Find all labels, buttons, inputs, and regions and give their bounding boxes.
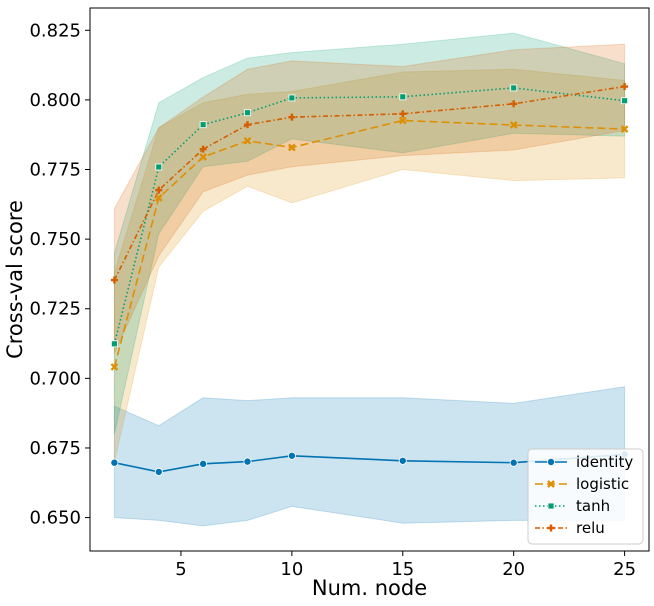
legend-item-logistic: logistic <box>535 475 629 493</box>
legend-label-logistic: logistic <box>576 475 629 493</box>
legend-marker-identity <box>547 457 556 466</box>
point-relu <box>155 186 163 194</box>
line-logistic <box>113 119 625 368</box>
x-axis-ticks: 5 10 15 20 25 <box>175 551 636 580</box>
y-tick-label: 0.800 <box>29 90 81 111</box>
point-logistic <box>509 121 518 129</box>
legend-marker-relu <box>547 524 555 532</box>
point-identity <box>110 458 119 467</box>
point-logistic <box>243 136 252 145</box>
legend-label-identity: identity <box>576 453 633 471</box>
x-tick-label: 5 <box>175 559 186 580</box>
point-identity <box>287 451 296 460</box>
x-tick-label: 25 <box>613 559 636 580</box>
point-identity <box>154 467 163 476</box>
point-relu <box>243 121 251 129</box>
y-tick-label: 0.725 <box>29 299 81 320</box>
point-tanh <box>111 340 118 348</box>
band-logistic <box>113 68 626 463</box>
point-logistic <box>398 116 407 125</box>
x-tick-label: 15 <box>391 559 414 580</box>
y-axis-label: Cross-val score <box>3 200 27 359</box>
legend-marker-logistic <box>547 480 555 488</box>
point-tanh <box>399 93 407 101</box>
point-relu <box>399 110 407 118</box>
point-tanh <box>244 109 251 117</box>
legend-frame <box>527 448 644 545</box>
point-tanh <box>621 97 628 105</box>
plot-frame <box>89 7 650 552</box>
point-relu <box>621 83 629 91</box>
line-identity <box>114 453 625 473</box>
point-logistic <box>199 153 207 161</box>
x-tick-label: 20 <box>502 559 525 580</box>
legend-label-tanh: tanh <box>576 497 610 515</box>
band-tanh <box>113 32 626 435</box>
legend-marker-tanh <box>547 502 555 510</box>
line-tanh <box>113 87 625 344</box>
y-tick-label: 0.825 <box>29 20 81 41</box>
point-tanh <box>199 121 207 129</box>
line-relu <box>113 85 625 281</box>
point-logistic <box>110 363 119 371</box>
point-identity <box>199 459 208 468</box>
legend-item-identity: identity <box>535 453 633 471</box>
y-tick-label: 0.700 <box>29 368 81 389</box>
confidence-bands <box>113 32 626 527</box>
legend: identity logistic tanh relu <box>527 448 644 545</box>
point-relu <box>199 145 207 153</box>
point-identity <box>243 457 252 466</box>
y-tick-label: 0.750 <box>29 229 81 250</box>
y-tick-label: 0.675 <box>29 438 81 459</box>
point-identity <box>398 456 407 465</box>
y-axis-ticks: 0.650 0.675 0.700 0.725 0.750 0.775 0.800 0.825 <box>29 20 90 529</box>
legend-item-tanh: tanh <box>535 497 610 515</box>
point-logistic <box>154 194 163 202</box>
point-tanh <box>155 163 163 171</box>
legend-item-relu: relu <box>535 519 605 537</box>
point-relu <box>110 276 118 284</box>
series-lines <box>113 85 625 473</box>
point-relu <box>288 113 296 121</box>
y-tick-label: 0.775 <box>29 160 81 181</box>
point-logistic <box>288 143 296 152</box>
point-logistic <box>620 125 629 133</box>
x-axis-label: Num. node <box>312 576 427 600</box>
point-tanh <box>288 94 296 102</box>
x-tick-label: 10 <box>280 559 303 580</box>
point-relu <box>510 100 518 108</box>
y-tick-label: 0.650 <box>29 508 81 529</box>
legend-label-relu: relu <box>576 519 605 537</box>
point-tanh <box>510 84 518 92</box>
point-identity <box>509 458 518 467</box>
